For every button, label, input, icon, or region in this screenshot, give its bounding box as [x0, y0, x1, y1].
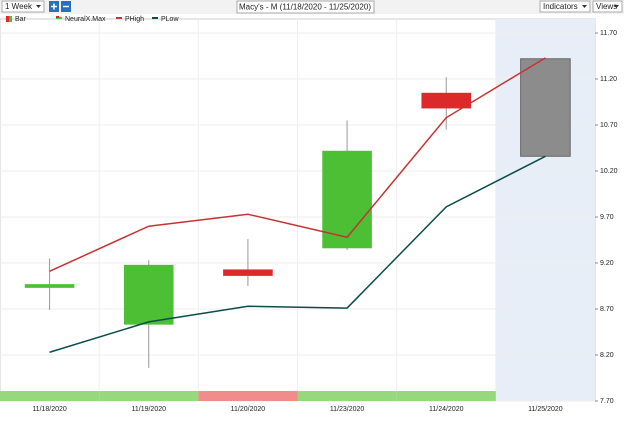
views-label: Views: [596, 2, 617, 11]
legend-label: NeuralX.Max: [65, 16, 106, 23]
y-tick-label: 9.20: [600, 260, 614, 267]
legend-label: Bar: [15, 16, 27, 23]
y-tick-label: 7.70: [600, 398, 614, 405]
x-tick-label: 11/25/2020: [528, 406, 563, 413]
x-tick-label: 11/20/2020: [231, 406, 266, 413]
signal-strip: [198, 391, 298, 401]
legend-label: PHigh: [125, 16, 144, 23]
candle-body: [322, 150, 372, 249]
x-tick-label: 11/24/2020: [429, 406, 464, 413]
y-tick-label: 10.70: [600, 122, 618, 129]
legend-icon: [6, 16, 9, 22]
candle-body: [223, 269, 273, 276]
y-tick-label: 8.70: [600, 306, 614, 313]
signal-strip: [297, 391, 397, 401]
x-tick-label: 11/18/2020: [32, 406, 67, 413]
legend-icon: [9, 16, 12, 22]
candle-body: [123, 264, 174, 325]
signal-strip: [0, 391, 100, 401]
x-tick-label: 11/19/2020: [131, 406, 166, 413]
candle-body: [24, 284, 75, 288]
signal-strip: [99, 391, 199, 401]
y-tick-label: 8.20: [600, 352, 614, 359]
series-line: [49, 57, 546, 272]
x-tick-label: 11/23/2020: [330, 406, 365, 413]
signal-strip: [396, 391, 496, 401]
legend-label: PLow: [161, 16, 179, 23]
title-box: [236, 0, 375, 14]
indicators-label: Indicators: [543, 2, 578, 11]
dropdown-arrow: [582, 5, 587, 8]
period-select[interactable]: [1, 0, 45, 13]
dropdown-arrow: [614, 5, 619, 8]
y-tick-label: 9.70: [600, 214, 614, 221]
chart-title: Macy's - M (11/18/2020 - 11/25/2020): [239, 3, 371, 12]
y-tick-label: 10.20: [600, 168, 618, 175]
views-button[interactable]: [592, 0, 623, 13]
legend: Bar NeuralX.Max PHigh PLow: [6, 16, 179, 23]
y-tick-label: 11.20: [600, 76, 617, 83]
indicators-button[interactable]: [539, 0, 591, 13]
dropdown-arrow: [36, 5, 41, 8]
y-tick-label: 11.70: [600, 30, 617, 37]
period-label: 1 Week: [5, 2, 33, 11]
candle-body: [421, 92, 472, 109]
forecast-bar: [520, 58, 571, 157]
series-line: [49, 155, 546, 353]
plus-icon: [51, 3, 57, 10]
